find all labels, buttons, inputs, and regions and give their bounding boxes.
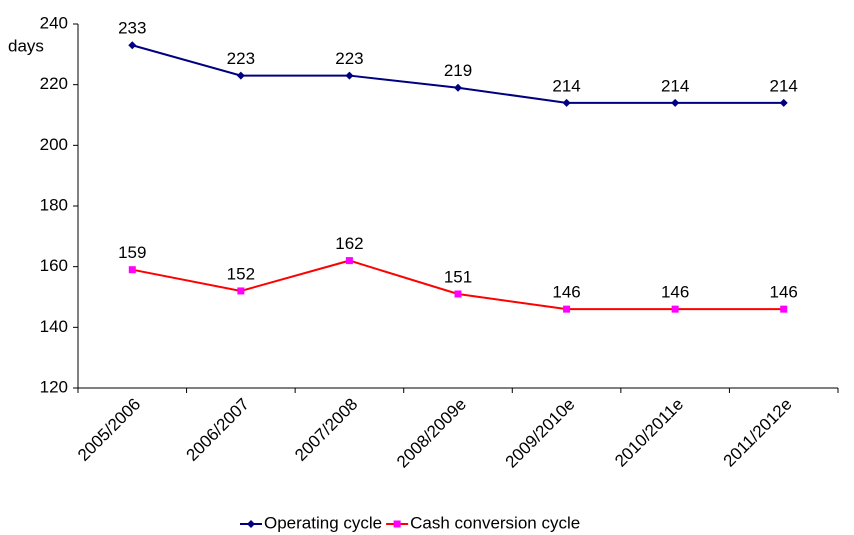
line-marker: [671, 305, 679, 313]
x-tick-label: 2008/2009e: [393, 395, 470, 472]
data-label: 219: [444, 61, 472, 80]
line-marker: [454, 83, 462, 92]
data-label: 146: [552, 283, 580, 302]
y-tick-label: 200: [40, 135, 68, 154]
line-marker: [454, 290, 462, 298]
y-tick-label: 180: [40, 195, 68, 214]
legend-label: Cash conversion cycle: [410, 513, 580, 532]
x-tick-label: 2006/2007: [183, 395, 253, 465]
line-marker: [563, 305, 571, 313]
y-tick-label: 220: [40, 74, 68, 93]
line-marker: [562, 98, 571, 107]
line-marker: [247, 520, 255, 528]
line-marker: [237, 287, 245, 295]
data-label: 214: [552, 76, 580, 95]
data-label: 152: [227, 264, 255, 283]
y-tick-label: 240: [40, 13, 68, 32]
data-label: 214: [661, 76, 689, 95]
y-tick-label: 140: [40, 317, 68, 336]
y-axis-label: days: [8, 36, 44, 55]
line-marker: [345, 257, 353, 265]
legend-label: Operating cycle: [264, 513, 382, 532]
data-label: 223: [227, 49, 255, 68]
x-tick-label: 2005/2006: [74, 395, 144, 465]
y-tick-label: 160: [40, 256, 68, 275]
data-label: 162: [335, 234, 363, 253]
line-marker: [780, 305, 788, 313]
line-marker: [779, 98, 788, 107]
x-tick-label: 2007/2008: [291, 395, 361, 465]
x-tick-label: 2011/2012e: [720, 395, 796, 471]
line-marker: [236, 71, 245, 80]
data-label: 146: [661, 283, 689, 302]
data-label: 214: [770, 76, 798, 95]
data-label: 146: [770, 283, 798, 302]
data-label: 159: [118, 243, 146, 262]
line-marker: [345, 71, 354, 80]
x-tick-label: 2010/2011e: [611, 395, 687, 471]
x-tick-label: 2009/2010e: [502, 395, 579, 472]
y-tick-label: 120: [40, 377, 68, 396]
data-label: 151: [444, 267, 472, 286]
line-marker: [393, 520, 401, 528]
data-label: 223: [335, 49, 363, 68]
line-marker: [128, 41, 137, 50]
line-marker: [671, 98, 680, 107]
data-label: 233: [118, 19, 146, 38]
line-marker: [128, 266, 136, 274]
